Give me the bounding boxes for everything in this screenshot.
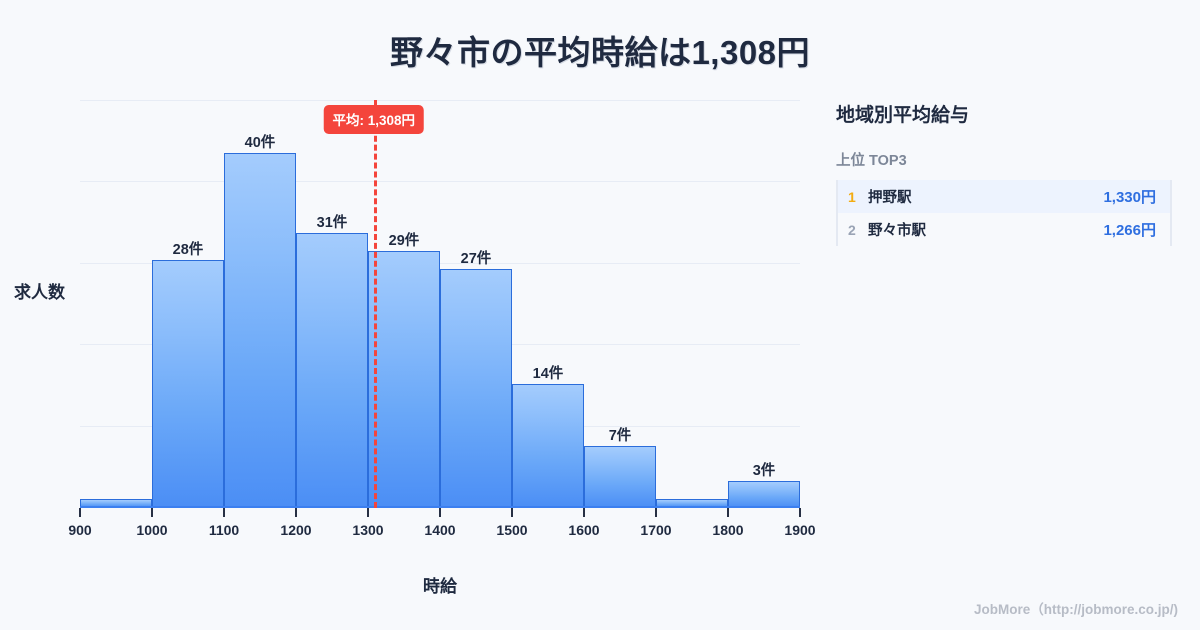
rank-list: 1 押野駅 1,330円 2 野々市駅 1,266円: [836, 180, 1172, 246]
rank-row[interactable]: 2 野々市駅 1,266円: [838, 213, 1170, 246]
bar-value-label: 40件: [244, 135, 276, 152]
axis-tick: [367, 508, 369, 517]
bar: [440, 268, 512, 508]
rank-salary-value: 1,266円: [1103, 222, 1156, 239]
axis-tick: [223, 508, 225, 517]
bar: [296, 233, 368, 508]
rank-number: 2: [848, 221, 856, 238]
x-axis-title: 時給: [423, 577, 457, 596]
axis-tick-label: 1800: [712, 522, 744, 538]
bar-value-label: 3件: [752, 463, 776, 480]
axis-tick-label: 1300: [352, 522, 384, 538]
axis-tick: [151, 508, 153, 517]
axis-tick: [295, 508, 297, 517]
bar-value-label: 28件: [172, 241, 204, 258]
axis-tick: [655, 508, 657, 517]
rank-salary-value: 1,330円: [1103, 189, 1156, 206]
panel-subtitle: 上位 TOP3: [836, 153, 907, 169]
bar: [512, 383, 584, 508]
axis-tick-label: 1200: [280, 522, 312, 538]
gridline: [80, 263, 800, 264]
rank-number: 1: [848, 188, 856, 205]
axis-tick: [79, 508, 81, 517]
y-axis-title: 求人数: [14, 283, 65, 302]
bar-value-label: 14件: [532, 365, 564, 382]
gridline: [80, 181, 800, 182]
axis-tick-label: 900: [68, 522, 92, 538]
axis-tick-label: 1900: [784, 522, 816, 538]
bar: [152, 259, 224, 508]
average-badge: 平均: 1,308円: [323, 105, 425, 134]
panel-title: 地域別平均給与: [836, 105, 970, 126]
footer-credit: JobMore（http://jobmore.co.jp/): [974, 602, 1178, 617]
bar: [368, 250, 440, 508]
axis-tick: [727, 508, 729, 517]
axis-tick-label: 1400: [424, 522, 456, 538]
x-axis-line: [80, 506, 800, 508]
axis-tick: [799, 508, 801, 517]
area-salary-panel: 地域別平均給与 上位 TOP3 1 押野駅 1,330円 2 野々市駅 1,266円: [836, 100, 1172, 246]
axis-tick-label: 1700: [640, 522, 672, 538]
rank-station-name: 押野駅: [868, 190, 912, 206]
bar: [728, 481, 800, 508]
bar-series: [80, 100, 800, 508]
bar-value-label: 27件: [460, 250, 492, 267]
rank-row[interactable]: 1 押野駅 1,330円: [838, 180, 1170, 213]
bar-value-label: 31件: [316, 215, 348, 232]
axis-tick-label: 1500: [496, 522, 528, 538]
axis-tick: [439, 508, 441, 517]
axis-tick: [583, 508, 585, 517]
average-line: [373, 100, 377, 508]
axis-tick-label: 1600: [568, 522, 600, 538]
axis-tick: [511, 508, 513, 517]
bar-value-label: 29件: [388, 232, 420, 249]
axis-tick-label: 1000: [136, 522, 168, 538]
page-title: 野々市の平均時給は1,308円: [389, 34, 811, 71]
bar: [224, 153, 296, 508]
bar: [584, 445, 656, 508]
rank-station-name: 野々市駅: [868, 223, 926, 239]
plot-area: [80, 100, 800, 508]
gridline: [80, 100, 800, 101]
axis-tick-label: 1100: [208, 522, 240, 538]
bar-value-label: 7件: [608, 427, 632, 444]
